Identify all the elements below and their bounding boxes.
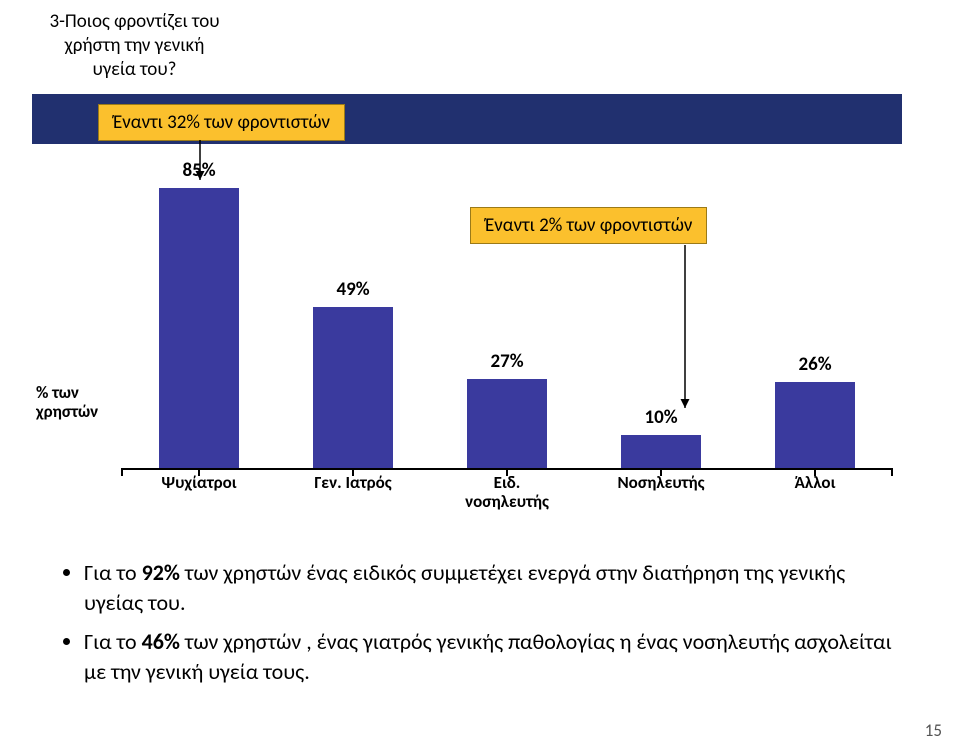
bullet-1-pre: Για το: [84, 559, 142, 586]
title-line-2: χρήστη την γενική: [42, 34, 227, 58]
bar: [775, 382, 855, 468]
category-label: Νοσηλευτής: [617, 474, 704, 493]
bar-value-label: 49%: [336, 278, 369, 301]
y-axis-label-line1: % των: [36, 382, 79, 403]
bullet-1: Για το 92% των χρηστών ένας ειδικός συμμ…: [84, 558, 900, 617]
y-axis-label: % των χρηστών: [36, 383, 116, 422]
x-tick: [198, 468, 200, 476]
slide-title: 3-Ποιος φροντίζει του χρήστη την γενική …: [32, 6, 237, 89]
y-axis-label-line2: χρηστών: [36, 401, 98, 422]
bar: [159, 188, 239, 468]
page-number: 15: [925, 720, 942, 741]
x-tick: [506, 468, 508, 476]
bullet-2-post: των χρηστών , ένας γιατρός γενικής παθολ…: [84, 628, 892, 685]
bar-value-label: 10%: [644, 406, 677, 429]
x-tick: [891, 468, 893, 476]
bullet-1-bold: 92%: [142, 559, 180, 586]
category-label: Γεν. Ιατρός: [314, 474, 391, 493]
callout-left-text: Έναντι 32% των φροντιστών: [113, 111, 330, 134]
category-label: Ψυχίατροι: [161, 474, 236, 493]
callout-right-text: Έναντι 2% των φροντιστών: [485, 214, 692, 237]
x-tick: [660, 468, 662, 476]
bullet-list: Για το 92% των χρηστών ένας ειδικός συμμ…: [60, 558, 900, 697]
callout-left: Έναντι 32% των φροντιστών: [98, 104, 345, 141]
callout-right: Έναντι 2% των φροντιστών: [470, 207, 707, 244]
title-line-3: υγεία του?: [42, 58, 227, 82]
x-tick: [814, 468, 816, 476]
x-tick: [121, 468, 123, 476]
bullet-1-post: των χρηστών ένας ειδικός συμμετέχει ενερ…: [84, 559, 845, 616]
category-label: Άλλοι: [795, 474, 836, 493]
bar: [467, 379, 547, 468]
x-tick: [352, 468, 354, 476]
bar-value-label: 26%: [798, 353, 831, 376]
bullet-2-pre: Για το: [84, 628, 142, 655]
category-label: Ειδ. νοσηλευτής: [465, 474, 549, 511]
bar: [313, 307, 393, 468]
bar: [621, 435, 701, 468]
title-line-1: 3-Ποιος φροντίζει του: [42, 10, 227, 34]
bar-value-label: 85%: [182, 159, 215, 182]
bullet-2: Για το 46% των χρηστών , ένας γιατρός γε…: [84, 627, 900, 686]
bullet-2-bold: 46%: [142, 628, 180, 655]
bar-chart: % των χρηστών 85%Ψυχίατροι49%Γεν. Ιατρός…: [32, 170, 902, 500]
bar-value-label: 27%: [490, 350, 523, 373]
